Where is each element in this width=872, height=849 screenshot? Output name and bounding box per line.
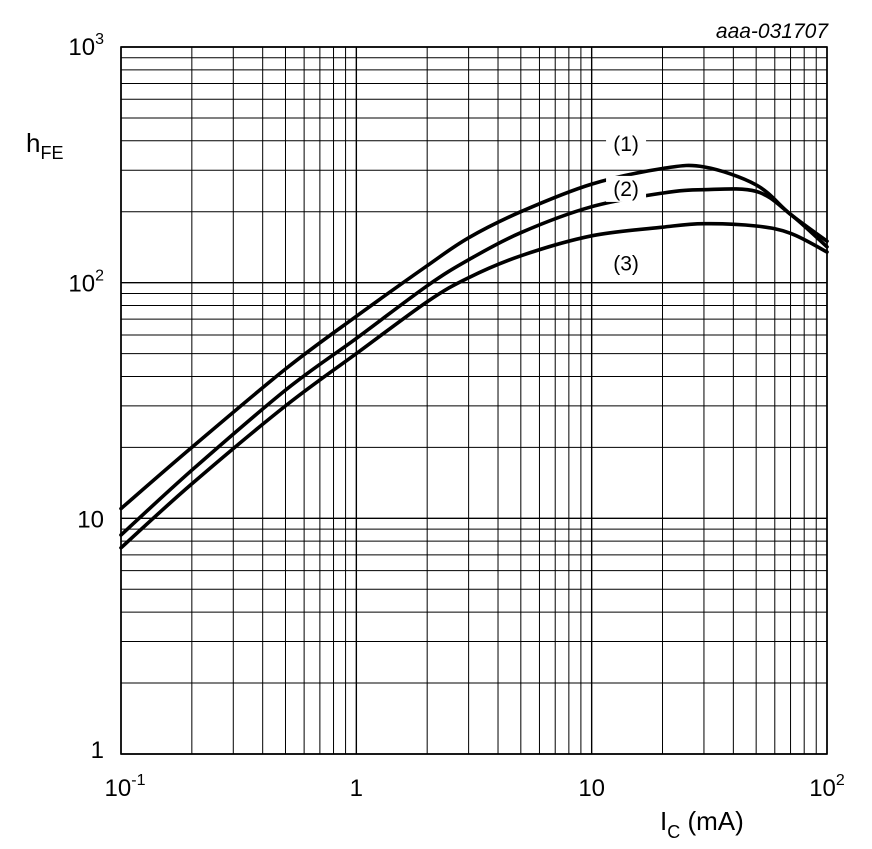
series-label-bg [606,250,647,277]
x-axis-label-unit: (mA) [680,806,744,836]
y-tick-label: 10 [77,506,104,533]
series-line-3 [119,221,829,550]
series-label-1: (1) [613,133,639,156]
plot-frame [120,46,828,755]
x-tick-label: 1 [350,775,363,802]
plot-grid [120,46,828,755]
y-tick-label: 103 [68,31,104,61]
series-labels: (1) (2) (3) [606,130,647,277]
x-tick-label: 102 [809,772,845,802]
x-tick-label: 10 [578,775,605,802]
y-tick-label: 102 [68,268,104,298]
series-label-bg [606,130,647,157]
series-label-2: (2) [613,178,639,201]
series-line-2 [119,187,829,537]
series-label-3: (3) [613,252,639,275]
series-line-1 [119,163,829,511]
x-axis-label: IC (mA) [660,806,744,842]
y-axis-label-main: h [26,128,40,158]
x-tick-label: 10-1 [105,772,146,802]
y-axis-label-sub: FE [40,143,63,163]
x-axis-label-sub: C [667,822,680,842]
figure-id: aaa-031707 [716,20,829,43]
y-axis-label: hFE [26,128,63,163]
series-label-bg [606,175,647,202]
x-axis-label-main: I [660,806,667,836]
y-tick-label: 1 [91,737,104,764]
data-series [119,163,829,550]
